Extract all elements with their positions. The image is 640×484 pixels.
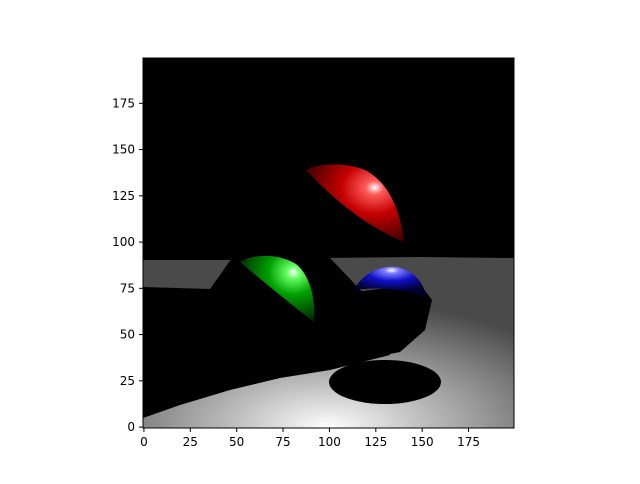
green-sphere <box>240 255 315 322</box>
floor-shadow-red-sphere <box>329 360 441 404</box>
y-tick-label: 150 <box>112 143 135 157</box>
x-tick-label: 75 <box>275 435 290 449</box>
x-tick-label: 25 <box>183 435 198 449</box>
y-tick-label: 0 <box>127 420 135 434</box>
x-tick-label: 175 <box>457 435 480 449</box>
y-tick-label: 100 <box>112 235 135 249</box>
y-axis: 0 25 50 75 100 125 150 175 <box>112 96 143 434</box>
x-tick-label: 100 <box>318 435 341 449</box>
y-tick-label: 125 <box>112 189 135 203</box>
x-tick-label: 125 <box>364 435 387 449</box>
y-tick-label: 25 <box>120 374 135 388</box>
x-tick-label: 0 <box>140 435 148 449</box>
blue-sphere <box>354 266 426 297</box>
x-tick-label: 50 <box>229 435 244 449</box>
x-tick-label: 150 <box>411 435 434 449</box>
y-tick-label: 175 <box>112 96 135 110</box>
red-sphere <box>306 164 404 242</box>
x-axis: 0 25 50 75 100 125 150 175 <box>140 428 480 449</box>
floor-shadow-right <box>345 284 432 358</box>
axes-frame <box>142 57 515 429</box>
floor-shadow-left <box>143 258 390 418</box>
y-tick-label: 50 <box>120 328 135 342</box>
rendered-image <box>143 58 514 428</box>
y-tick-label: 75 <box>120 281 135 295</box>
